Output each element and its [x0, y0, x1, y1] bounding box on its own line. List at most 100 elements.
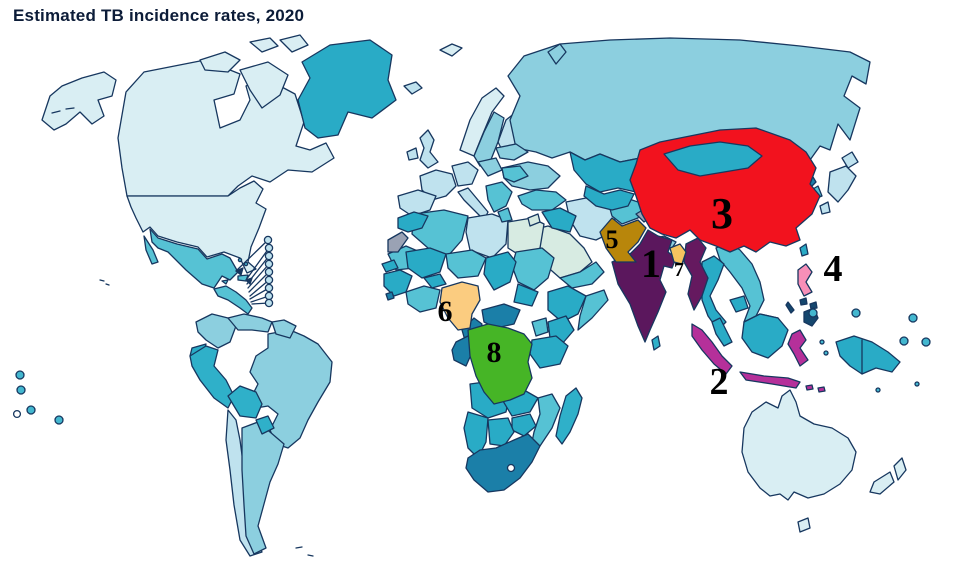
arrowhead-2	[246, 278, 252, 284]
island-aleutians	[52, 108, 74, 113]
country-niger	[446, 250, 486, 278]
country-canada	[118, 60, 334, 196]
group-strong-teal	[190, 336, 660, 444]
country-belarus-baltics	[496, 144, 528, 160]
rank-label-philippines: 4	[824, 248, 843, 290]
island-arctic-1	[250, 38, 278, 52]
rank-label-nigeria: 6	[438, 295, 453, 328]
country-colombia	[196, 314, 236, 348]
caribbean-callouts	[236, 236, 273, 306]
rank-labels: 1 2 3 4 5 6 7 8	[438, 189, 843, 403]
country-bangladesh	[670, 244, 686, 264]
country-sierra-leone	[386, 292, 394, 300]
country-jamaica	[222, 280, 228, 284]
country-chad	[484, 252, 516, 290]
country-new-zealand-north	[894, 458, 906, 480]
island-sulawesi	[788, 330, 808, 366]
island-dot	[820, 340, 824, 344]
callout-circle	[265, 276, 272, 283]
callout-circle	[265, 244, 272, 251]
island-sumatra	[692, 324, 732, 374]
country-spain-portugal	[398, 190, 436, 216]
country-iraq-syria	[542, 208, 576, 232]
callout-circle	[265, 292, 272, 299]
country-central-african-republic	[482, 304, 520, 328]
country-senegal	[382, 260, 398, 272]
country-algeria	[412, 210, 468, 256]
island-victoria	[200, 52, 240, 72]
country-somalia	[578, 290, 608, 330]
country-argentina	[242, 422, 284, 554]
map-title: Estimated TB incidence rates, 2020	[13, 6, 305, 25]
callout-circle	[265, 299, 272, 306]
island-philippines-visayas-1	[800, 298, 807, 305]
country-japan-honshu	[828, 166, 856, 202]
country-south-africa	[466, 434, 540, 492]
country-japan-kyushu	[820, 202, 830, 214]
island-new-guinea	[836, 336, 900, 374]
island-baffin	[240, 62, 288, 108]
island-java	[740, 372, 800, 388]
rank-label-china: 3	[711, 189, 733, 238]
country-pakistan	[600, 218, 646, 262]
country-peru	[190, 346, 234, 408]
arrowhead-1	[236, 268, 243, 275]
island-dot	[909, 314, 917, 322]
country-myanmar	[684, 238, 708, 310]
country-taiwan	[800, 244, 808, 256]
pacific-island-dots	[14, 258, 930, 424]
country-ireland	[407, 148, 418, 160]
island-dot	[17, 386, 25, 394]
country-bolivia	[228, 386, 262, 418]
country-mali	[406, 248, 446, 278]
country-germany	[452, 162, 478, 186]
island-dot	[16, 371, 24, 379]
country-iceland	[404, 82, 422, 94]
island-palawan	[786, 302, 794, 313]
region-western-sahara	[388, 232, 408, 252]
country-japan-hokkaido	[842, 152, 858, 168]
callout-arrowheads	[236, 268, 252, 284]
country-romania	[502, 166, 528, 182]
country-paraguay	[256, 416, 274, 434]
island-dot	[238, 258, 241, 261]
island-borneo	[742, 314, 788, 358]
group-lightest	[42, 35, 906, 532]
country-guatemala	[214, 286, 252, 314]
rank-label-pakistan: 5	[606, 225, 619, 254]
callout-circle	[265, 284, 272, 291]
island-tasmania	[798, 518, 810, 532]
island-lesser-sunda-2	[818, 387, 825, 392]
country-mexico	[150, 229, 238, 288]
country-poland	[478, 158, 502, 176]
country-cambodia	[730, 296, 748, 312]
country-lesotho	[508, 465, 515, 472]
country-sri-lanka	[652, 336, 660, 350]
island-falklands	[296, 547, 313, 556]
country-venezuela	[228, 314, 272, 332]
country-botswana	[488, 418, 514, 446]
island-novaya-zemlya	[548, 44, 566, 64]
callout-circles	[264, 236, 272, 306]
country-burkina	[424, 274, 446, 288]
country-uk	[420, 130, 438, 168]
island-dot	[852, 309, 860, 317]
island-dot	[915, 382, 919, 386]
country-uganda	[532, 318, 548, 336]
island-dot	[27, 406, 35, 414]
country-thailand	[702, 256, 726, 330]
island-svalbard	[440, 44, 462, 56]
region-baja	[144, 236, 158, 264]
rank-label-indonesia: 2	[710, 361, 729, 403]
island-lesser-sunda-1	[806, 385, 813, 390]
island-dot-open	[14, 411, 21, 418]
country-guyanas	[272, 320, 296, 338]
callout-line-5	[249, 272, 269, 292]
country-hispaniola	[238, 275, 248, 281]
country-morocco	[398, 212, 428, 232]
callout-circle	[265, 268, 272, 275]
callout-circle	[265, 252, 272, 259]
callout-line-2	[246, 248, 269, 280]
